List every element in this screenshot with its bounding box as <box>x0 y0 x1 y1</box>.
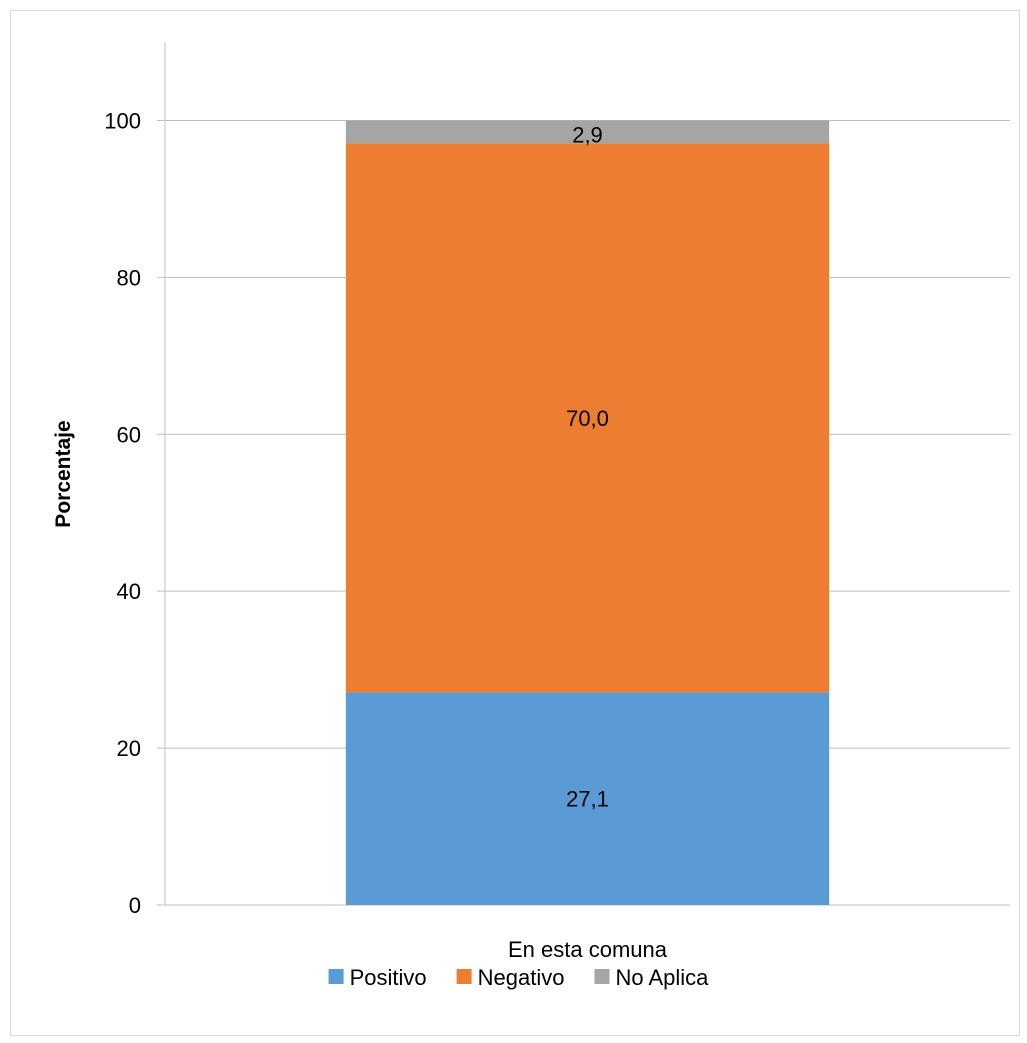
data-label: 27,1 <box>566 787 609 812</box>
legend-swatch <box>456 969 472 984</box>
data-label: 70,0 <box>566 406 609 431</box>
legend-swatch <box>594 969 610 984</box>
y-tick-label: 60 <box>117 422 141 447</box>
y-tick-label: 20 <box>117 736 141 761</box>
chart-frame <box>10 10 1020 1036</box>
x-axis-categories: En esta comuna <box>508 937 668 962</box>
legend-label: Negativo <box>478 965 565 990</box>
y-tick-label: 80 <box>117 265 141 290</box>
y-tick-label: 40 <box>117 579 141 604</box>
bar-segment-no-aplica <box>345 120 830 144</box>
legend-swatch <box>328 969 344 984</box>
y-axis: 0 20 40 60 80 100 <box>104 42 166 918</box>
y-tick-label: 100 <box>104 108 141 133</box>
bar-segment-negativo <box>345 143 830 693</box>
x-category-label: En esta comuna <box>508 937 668 962</box>
y-tick-label: 0 <box>129 893 141 918</box>
data-labels: 27,1 70,0 2,9 <box>566 122 609 811</box>
legend-label: No Aplica <box>615 965 709 990</box>
legend: Positivo Negativo No Aplica <box>328 965 709 990</box>
bars <box>345 120 830 905</box>
data-label: 2,9 <box>572 122 603 147</box>
y-axis-title: Porcentaje <box>52 420 75 527</box>
bar-segment-positivo <box>345 692 830 905</box>
legend-label: Positivo <box>350 965 427 990</box>
gridlines <box>157 119 1010 906</box>
